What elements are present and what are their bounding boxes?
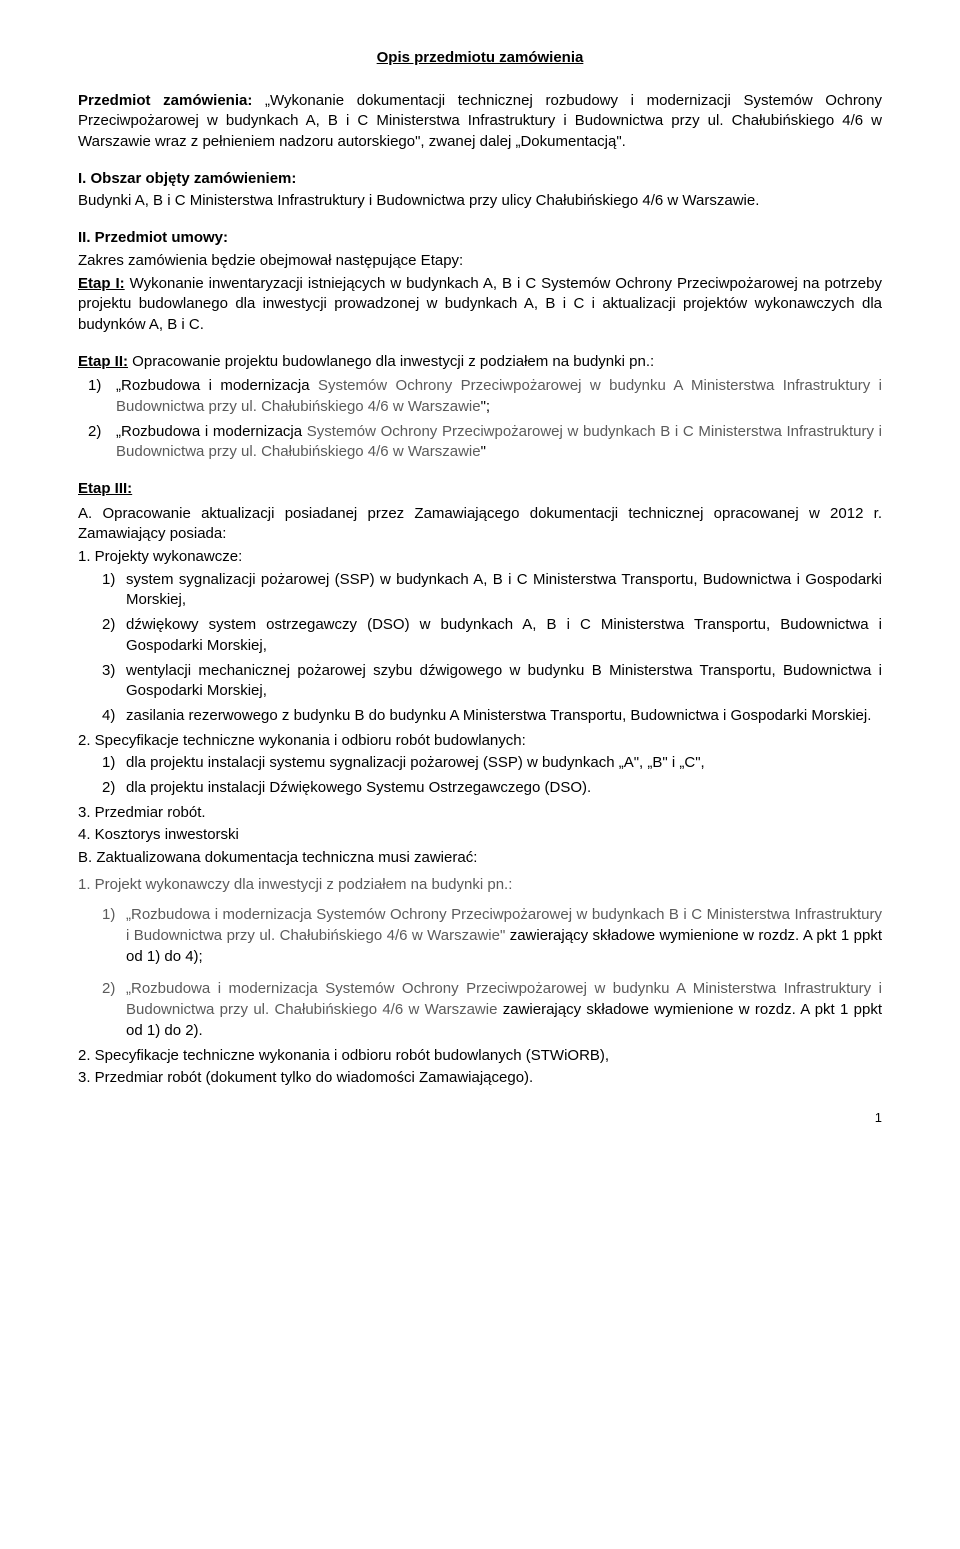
- etap-3-label: Etap III:: [78, 479, 132, 500]
- item-pre: „Rozbudowa i modernizacja: [126, 980, 325, 997]
- item-pre: „Rozbudowa i modernizacja: [116, 377, 318, 394]
- list-item: 1) dla projektu instalacji systemu sygnal…: [102, 753, 882, 774]
- section-1: I. Obszar objęty zamówieniem: Budynki A,…: [78, 169, 882, 212]
- item-text: dźwiękowy system ostrzegawczy (DSO) w bu…: [126, 616, 882, 654]
- item-post: ": [481, 443, 486, 460]
- item-num: 3): [102, 661, 115, 682]
- section-1-body: Budynki A, B i C Ministerstwa Infrastruk…: [78, 191, 882, 212]
- list-item: 2) „Rozbudowa i modernizacja Systemów Oc…: [116, 422, 882, 463]
- item-text: wentylacji mechanicznej pożarowej szybu …: [126, 662, 882, 700]
- etap-2: Etap II: Opracowanie projektu budowlaneg…: [78, 352, 882, 373]
- list-item: 1) „Rozbudowa i modernizacja Systemów Oc…: [102, 905, 882, 967]
- list-item: 1) system sygnalizacji pożarowej (SSP) w …: [102, 570, 882, 611]
- item-text: system sygnalizacji pożarowej (SSP) w bu…: [126, 571, 882, 609]
- item-num: 2): [102, 979, 115, 1000]
- A-label: A.: [78, 505, 102, 522]
- intro-label: Przedmiot zamówienia:: [78, 92, 252, 109]
- document-page: Opis przedmiotu zamówienia Przedmiot zam…: [0, 0, 960, 1157]
- section-2-heading: II. Przedmiot umowy:: [78, 228, 882, 249]
- item-num: 1): [102, 753, 115, 774]
- list-item: 2) dla projektu instalacji Dźwiękowego Sy…: [102, 778, 882, 799]
- A-text: Opracowanie aktualizacji posiadanej prze…: [78, 505, 882, 543]
- B1-head: 1. Projekt wykonawczy dla inwestycji z p…: [78, 875, 882, 896]
- etap-2-label: Etap II:: [78, 353, 128, 370]
- item-num: 2): [102, 778, 115, 799]
- item-text: dla projektu instalacji systemu sygnaliz…: [126, 754, 705, 771]
- A2-head: 2. Specyfikacje techniczne wykonania i o…: [78, 731, 882, 752]
- etap-1-label: Etap I:: [78, 275, 125, 292]
- item-post: ";: [481, 398, 491, 415]
- page-number: 1: [78, 1109, 882, 1127]
- item-num: 1): [88, 376, 101, 397]
- list-item: 2) dźwiękowy system ostrzegawczy (DSO) w …: [102, 615, 882, 656]
- intro-paragraph: Przedmiot zamówienia: „Wykonanie dokumen…: [78, 91, 882, 153]
- item-num: 2): [102, 615, 115, 636]
- B-label: B.: [78, 849, 96, 866]
- list-item: 1) „Rozbudowa i modernizacja Systemów Oc…: [116, 376, 882, 417]
- A1-list: 1) system sygnalizacji pożarowej (SSP) w …: [78, 570, 882, 727]
- A1-head: 1. Projekty wykonawcze:: [78, 547, 882, 568]
- B2: 2. Specyfikacje techniczne wykonania i o…: [78, 1046, 882, 1067]
- item-pre: „Rozbudowa i modernizacja: [116, 423, 307, 440]
- section-2-lead: Zakres zamówienia będzie obejmował nastę…: [78, 251, 882, 272]
- list-item: 4) zasilania rezerwowego z budynku B do b…: [102, 706, 882, 727]
- etap3-A: A. Opracowanie aktualizacji posiadanej p…: [78, 504, 882, 545]
- list-item: 3) wentylacji mechanicznej pożarowej szyb…: [102, 661, 882, 702]
- item-num: 2): [88, 422, 101, 443]
- A4: 4. Kosztorys inwestorski: [78, 825, 882, 846]
- etap3-B: B. Zaktualizowana dokumentacja techniczn…: [78, 848, 882, 869]
- item-text: dla projektu instalacji Dźwiękowego Syst…: [126, 779, 591, 796]
- item-text: zasilania rezerwowego z budynku B do bud…: [126, 707, 871, 724]
- A2-list: 1) dla projektu instalacji systemu sygnal…: [78, 753, 882, 798]
- item-pre: „Rozbudowa i modernizacja: [126, 906, 316, 923]
- item-num: 4): [102, 706, 115, 727]
- B-text: Zaktualizowana dokumentacja techniczna m…: [96, 849, 477, 866]
- item-num: 1): [102, 570, 115, 591]
- list-item: 2) „Rozbudowa i modernizacja Systemów Oc…: [102, 979, 882, 1041]
- page-title: Opis przedmiotu zamówienia: [78, 48, 882, 69]
- item-num: 1): [102, 905, 115, 926]
- etap-2-list: 1) „Rozbudowa i modernizacja Systemów Oc…: [78, 376, 882, 463]
- section-2: II. Przedmiot umowy: Zakres zamówienia b…: [78, 228, 882, 1089]
- B1-list: 1) „Rozbudowa i modernizacja Systemów Oc…: [78, 905, 882, 1041]
- etap-2-text: Opracowanie projektu budowlanego dla inw…: [128, 353, 654, 370]
- A3: 3. Przedmiar robót.: [78, 803, 882, 824]
- B3: 3. Przedmiar robót (dokument tylko do wi…: [78, 1068, 882, 1089]
- etap-1-text: Wykonanie inwentaryzacji istniejących w …: [78, 275, 882, 333]
- etap-1: Etap I: Wykonanie inwentaryzacji istniej…: [78, 274, 882, 336]
- section-1-heading: I. Obszar objęty zamówieniem:: [78, 169, 882, 190]
